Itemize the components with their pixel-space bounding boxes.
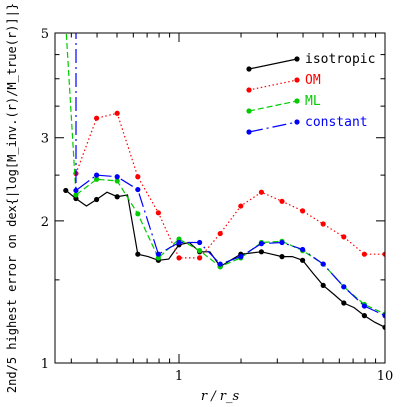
data-point — [382, 251, 385, 257]
axis-tick-labels: 1 10 1 2 3 5 — [41, 27, 394, 384]
data-point — [114, 110, 120, 116]
x-tick-label: 10 — [377, 369, 394, 384]
series-isotropic — [63, 187, 385, 330]
legend-label: ML — [305, 94, 321, 109]
legend-marker — [294, 77, 300, 83]
data-point — [73, 192, 79, 198]
series-line — [65, 33, 385, 315]
data-point — [155, 210, 161, 216]
data-point — [279, 239, 285, 246]
series-OM — [73, 110, 385, 261]
data-point — [135, 186, 141, 193]
data-point — [238, 254, 244, 260]
data-point — [93, 172, 100, 178]
data-point — [176, 239, 182, 246]
legend-marker — [246, 66, 252, 72]
data-point — [73, 187, 79, 194]
y-tick-label: 5 — [41, 27, 49, 42]
data-point — [93, 176, 100, 182]
axis-ticks — [55, 32, 386, 364]
data-point — [341, 300, 347, 306]
data-point — [361, 313, 367, 319]
data-point — [135, 251, 141, 257]
data-point — [135, 174, 141, 180]
data-point — [382, 313, 385, 319]
legend-marker — [294, 56, 300, 62]
data-point — [155, 251, 161, 257]
legend-label: OM — [305, 73, 321, 88]
plot-area — [63, 33, 385, 330]
data-point — [197, 255, 203, 261]
data-point — [320, 221, 326, 227]
legend-item-constant: constant — [246, 115, 368, 135]
data-point — [258, 189, 265, 195]
data-point — [217, 261, 223, 267]
legend-line — [248, 121, 298, 133]
legend-marker — [246, 108, 252, 114]
x-axis-label: r / r_s — [201, 389, 240, 404]
data-point — [114, 178, 120, 184]
data-point — [197, 248, 203, 254]
legend-line — [248, 100, 298, 112]
legend-item-isotropic: isotropic — [246, 52, 375, 72]
legend-label: isotropic — [305, 52, 375, 67]
y-axis-label: 2nd/5 highest error on dex{|log[M_inv.(r… — [5, 3, 19, 393]
legend-line — [248, 58, 298, 70]
y-tick-label: 3 — [41, 132, 49, 147]
data-point — [341, 284, 347, 290]
data-point — [197, 239, 203, 246]
data-point — [238, 203, 244, 209]
data-point — [73, 195, 79, 202]
data-point — [258, 249, 265, 255]
legend-marker — [246, 87, 252, 93]
legend: isotropic OM ML constant — [246, 52, 375, 135]
legend-marker — [246, 129, 252, 135]
series-ML — [65, 33, 385, 317]
data-point — [279, 254, 285, 260]
legend-item-ML: ML — [246, 94, 321, 114]
legend-marker — [294, 119, 300, 125]
data-point — [114, 174, 120, 180]
series-constant — [73, 33, 385, 319]
x-tick-label: 1 — [175, 369, 183, 384]
data-point — [300, 246, 306, 253]
legend-label: constant — [305, 115, 368, 130]
series-line — [75, 112, 385, 259]
data-point — [382, 324, 385, 330]
data-point — [155, 255, 161, 261]
legend-item-OM: OM — [246, 73, 321, 93]
data-point — [114, 194, 120, 200]
data-point — [300, 257, 306, 263]
data-point — [135, 211, 141, 217]
y-tick-label: 2 — [41, 215, 49, 230]
data-point — [93, 196, 100, 203]
data-point — [320, 261, 326, 267]
plot-frame — [54, 32, 386, 364]
data-point — [300, 208, 306, 214]
y-tick-label: 1 — [41, 357, 49, 372]
legend-marker — [294, 98, 300, 104]
legend-line — [248, 79, 298, 91]
data-point — [361, 303, 367, 309]
series-line — [65, 189, 385, 328]
data-point — [361, 251, 367, 257]
series-line — [75, 33, 385, 317]
data-point — [217, 230, 223, 237]
data-point — [279, 198, 285, 204]
data-point — [320, 282, 326, 289]
data-point — [176, 255, 182, 261]
data-point — [341, 234, 347, 240]
data-point — [63, 187, 69, 194]
data-point — [258, 241, 265, 247]
data-point — [93, 115, 100, 121]
